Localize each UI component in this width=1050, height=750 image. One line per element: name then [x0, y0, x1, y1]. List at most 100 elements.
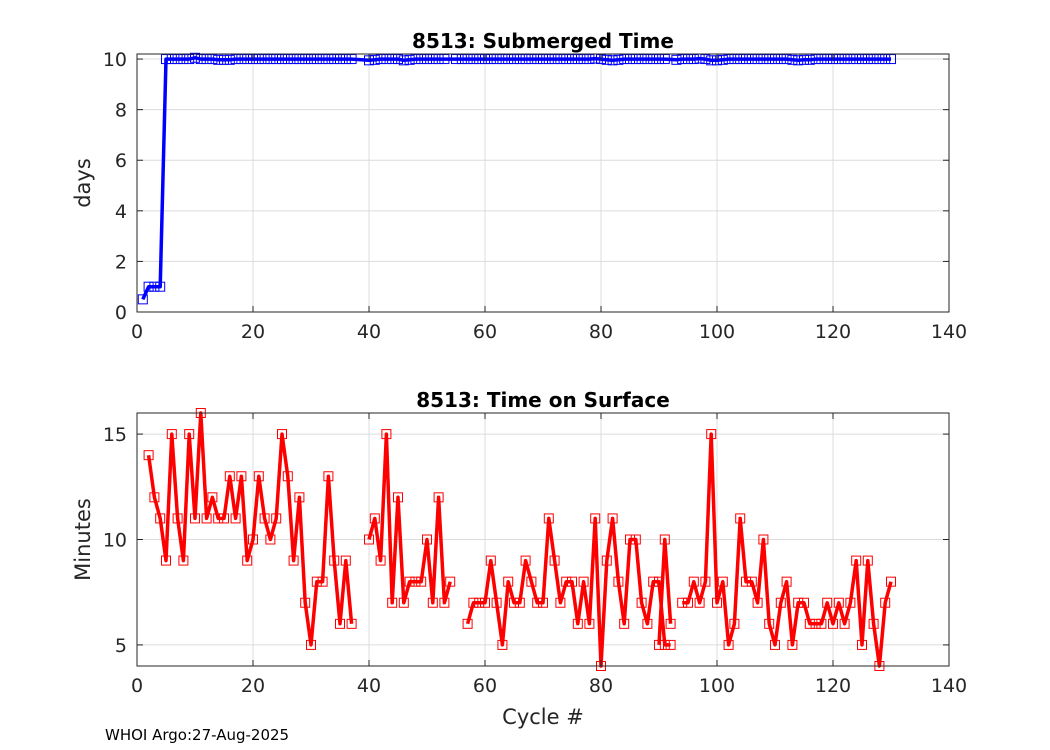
submerged-data-point: [654, 54, 664, 65]
surface-data-point: [427, 597, 438, 608]
submerged-x-tick-label: 0: [131, 321, 143, 343]
surface-data-point: [520, 555, 531, 566]
surface-data-point: [311, 576, 322, 587]
surface-x-tick-label: 80: [589, 675, 613, 697]
surface-data-point: [758, 534, 769, 545]
surface-data-point: [665, 639, 676, 650]
surface-data-point: [625, 534, 635, 545]
submerged-y-axis-label: days: [71, 158, 95, 208]
submerged-data-point: [659, 54, 670, 65]
surface-series-line: [682, 432, 893, 668]
submerged-data-point: [416, 54, 427, 65]
surface-data-point: [764, 618, 775, 629]
submerged-data-point: [775, 54, 786, 65]
surface-data-point: [793, 597, 804, 608]
surface-data-point: [503, 576, 514, 587]
submerged-data-point: [532, 54, 543, 65]
surface-data-point: [659, 639, 670, 650]
submerged-data-point: [317, 54, 328, 65]
surface-data-point: [155, 513, 166, 524]
surface-data-point: [306, 639, 316, 650]
submerged-data-point: [300, 54, 311, 65]
surface-data-point: [161, 555, 171, 566]
submerged-data-point: [520, 54, 531, 65]
surface-chart-title: 8513: Time on Surface: [416, 388, 670, 412]
submerged-data-point: [822, 54, 833, 65]
surface-data-point: [590, 513, 601, 524]
surface-data-point: [543, 513, 554, 524]
surface-x-tick-label: 100: [699, 675, 735, 697]
surface-data-point: [630, 534, 641, 545]
surface-data-point: [491, 597, 502, 608]
surface-data-point: [184, 429, 195, 440]
submerged-data-point: [375, 54, 386, 65]
submerged-data-point: [323, 54, 334, 65]
submerged-data-point: [485, 54, 496, 65]
surface-data-point: [822, 597, 833, 608]
surface-data-point: [654, 639, 664, 650]
surface-data-point: [364, 534, 374, 545]
surface-data-point: [433, 492, 444, 503]
surface-data-point: [613, 576, 624, 587]
surface-data-point: [485, 555, 496, 566]
submerged-x-tick-label: 120: [815, 321, 851, 343]
submerged-data-point: [572, 54, 583, 65]
surface-data-point: [833, 597, 844, 608]
surface-data-point: [561, 576, 572, 587]
submerged-data-point: [474, 54, 485, 65]
surface-data-point: [224, 471, 235, 482]
submerged-data-point: [683, 54, 693, 65]
surface-data-point: [166, 429, 177, 440]
submerged-chart-title: 8513: Submerged Time: [412, 29, 674, 53]
surface-data-point: [230, 513, 241, 524]
submerged-data-point: [422, 54, 432, 65]
submerged-data-point: [717, 54, 728, 65]
surface-data-point: [880, 597, 891, 608]
surface-data-point: [555, 597, 566, 608]
submerged-data-point: [735, 54, 746, 65]
submerged-data-point: [503, 54, 514, 65]
submerged-data-point: [381, 54, 392, 65]
submerged-data-point: [741, 54, 751, 65]
surface-data-point: [752, 597, 763, 608]
submerged-data-point: [642, 54, 653, 65]
submerged-data-point: [723, 54, 734, 65]
submerged-data-point: [149, 281, 160, 292]
submerged-data-point: [369, 54, 380, 65]
submerged-data-point: [607, 55, 618, 66]
submerged-data-point: [393, 54, 403, 65]
surface-data-point: [735, 513, 746, 524]
submerged-data-point: [410, 54, 421, 65]
surface-data-point: [706, 429, 717, 440]
surface-data-point: [683, 597, 693, 608]
submerged-data-point: [764, 54, 775, 65]
surface-data-point: [282, 471, 293, 482]
surface-data-point: [340, 555, 351, 566]
surface-data-point: [775, 597, 786, 608]
submerged-data-point: [497, 54, 508, 65]
surface-data-point: [828, 618, 838, 629]
surface-data-point: [468, 597, 479, 608]
submerged-data-point: [456, 54, 467, 65]
surface-x-tick-label: 60: [473, 675, 497, 697]
submerged-data-point: [636, 54, 647, 65]
submerged-data-point: [195, 54, 206, 65]
submerged-data-point: [271, 54, 282, 65]
surface-data-point: [497, 639, 508, 650]
surface-x-axis-label: Cycle #: [502, 705, 584, 729]
submerged-data-point: [514, 54, 525, 65]
footer-credit: WHOI Argo:27-Aug-2025: [105, 726, 290, 744]
surface-data-point: [688, 576, 699, 587]
surface-data-point: [277, 429, 287, 440]
submerged-data-point: [224, 54, 235, 65]
surface-data-point: [839, 618, 850, 629]
surface-data-point: [143, 450, 154, 461]
submerged-x-tick-label: 20: [241, 321, 265, 343]
submerged-data-point: [178, 54, 189, 65]
surface-data-point: [886, 576, 896, 587]
submerged-data-point: [451, 54, 461, 65]
submerged-data-point: [294, 54, 305, 65]
submerged-data-point: [833, 54, 844, 65]
surface-data-point: [868, 618, 879, 629]
surface-time-chart: 0 20 40 60 80 100 120 140 5 10 15 8513: Time on Sur…: [71, 388, 967, 729]
